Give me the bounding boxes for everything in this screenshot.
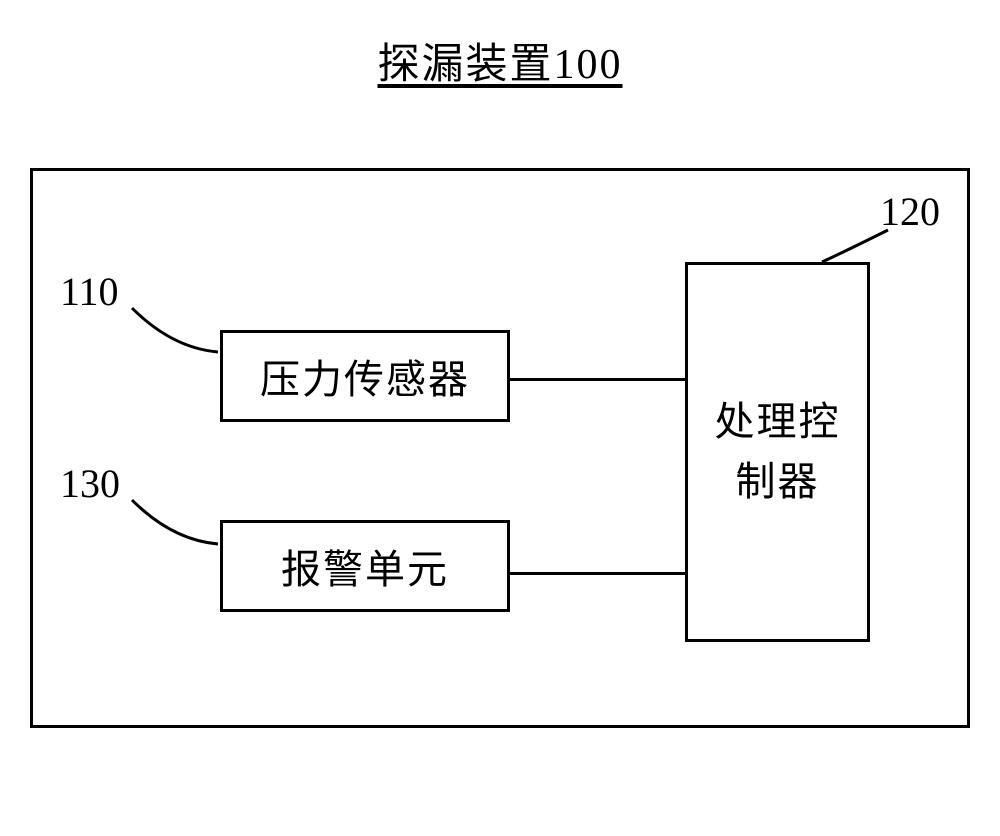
ref-label-110: 110 — [60, 268, 119, 315]
edge-sensor-to-controller — [510, 378, 685, 381]
diagram-title: 探漏装置100 — [0, 30, 1000, 91]
ref-label-130: 130 — [60, 460, 120, 507]
edge-alarm-to-controller — [510, 572, 685, 575]
node-processing-controller-label: 处理控制器 — [708, 392, 847, 512]
diagram-stage: 探漏装置100 压力传感器 报警单元 处理控制器 110 120 130 — [0, 0, 1000, 836]
node-pressure-sensor-label: 压力传感器 — [260, 347, 470, 405]
node-pressure-sensor: 压力传感器 — [220, 330, 510, 422]
node-alarm-unit: 报警单元 — [220, 520, 510, 612]
ref-label-120: 120 — [880, 188, 940, 235]
node-processing-controller: 处理控制器 — [685, 262, 870, 642]
node-alarm-unit-label: 报警单元 — [281, 537, 449, 595]
